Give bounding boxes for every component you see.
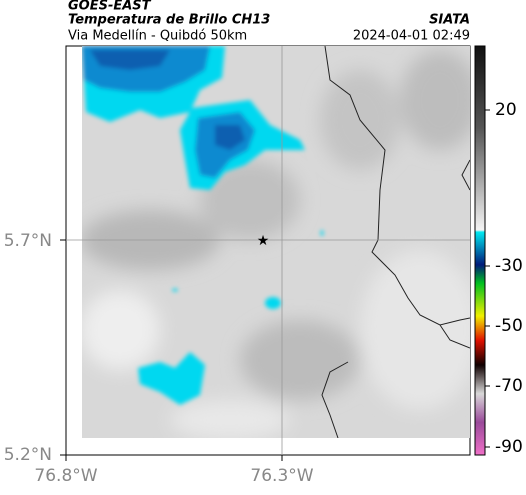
lon-label: 76.8°W	[34, 466, 97, 486]
colorbar-tick-label: -70	[495, 376, 523, 396]
location-star: ★	[257, 233, 270, 249]
lat-label: 5.7°N	[4, 231, 52, 251]
satellite-image	[82, 46, 470, 438]
product: Temperatura de Brillo CH13	[68, 13, 270, 28]
colorbar-tick-label: 20	[495, 100, 517, 120]
lon-label: 76.3°W	[250, 466, 313, 486]
colorbar	[474, 45, 486, 456]
colorbar-tick-label: -90	[495, 437, 523, 457]
timestamp: 2024-04-01 02:49	[353, 29, 470, 44]
route: Via Medellín - Quibdó 50km	[68, 29, 247, 44]
colorbar-tick-label: -30	[495, 256, 523, 276]
brand: SIATA	[429, 13, 470, 28]
colorbar-tick-label: -50	[495, 316, 523, 336]
lat-label: 5.2°N	[4, 445, 52, 465]
source: GOES-EAST	[68, 0, 152, 14]
